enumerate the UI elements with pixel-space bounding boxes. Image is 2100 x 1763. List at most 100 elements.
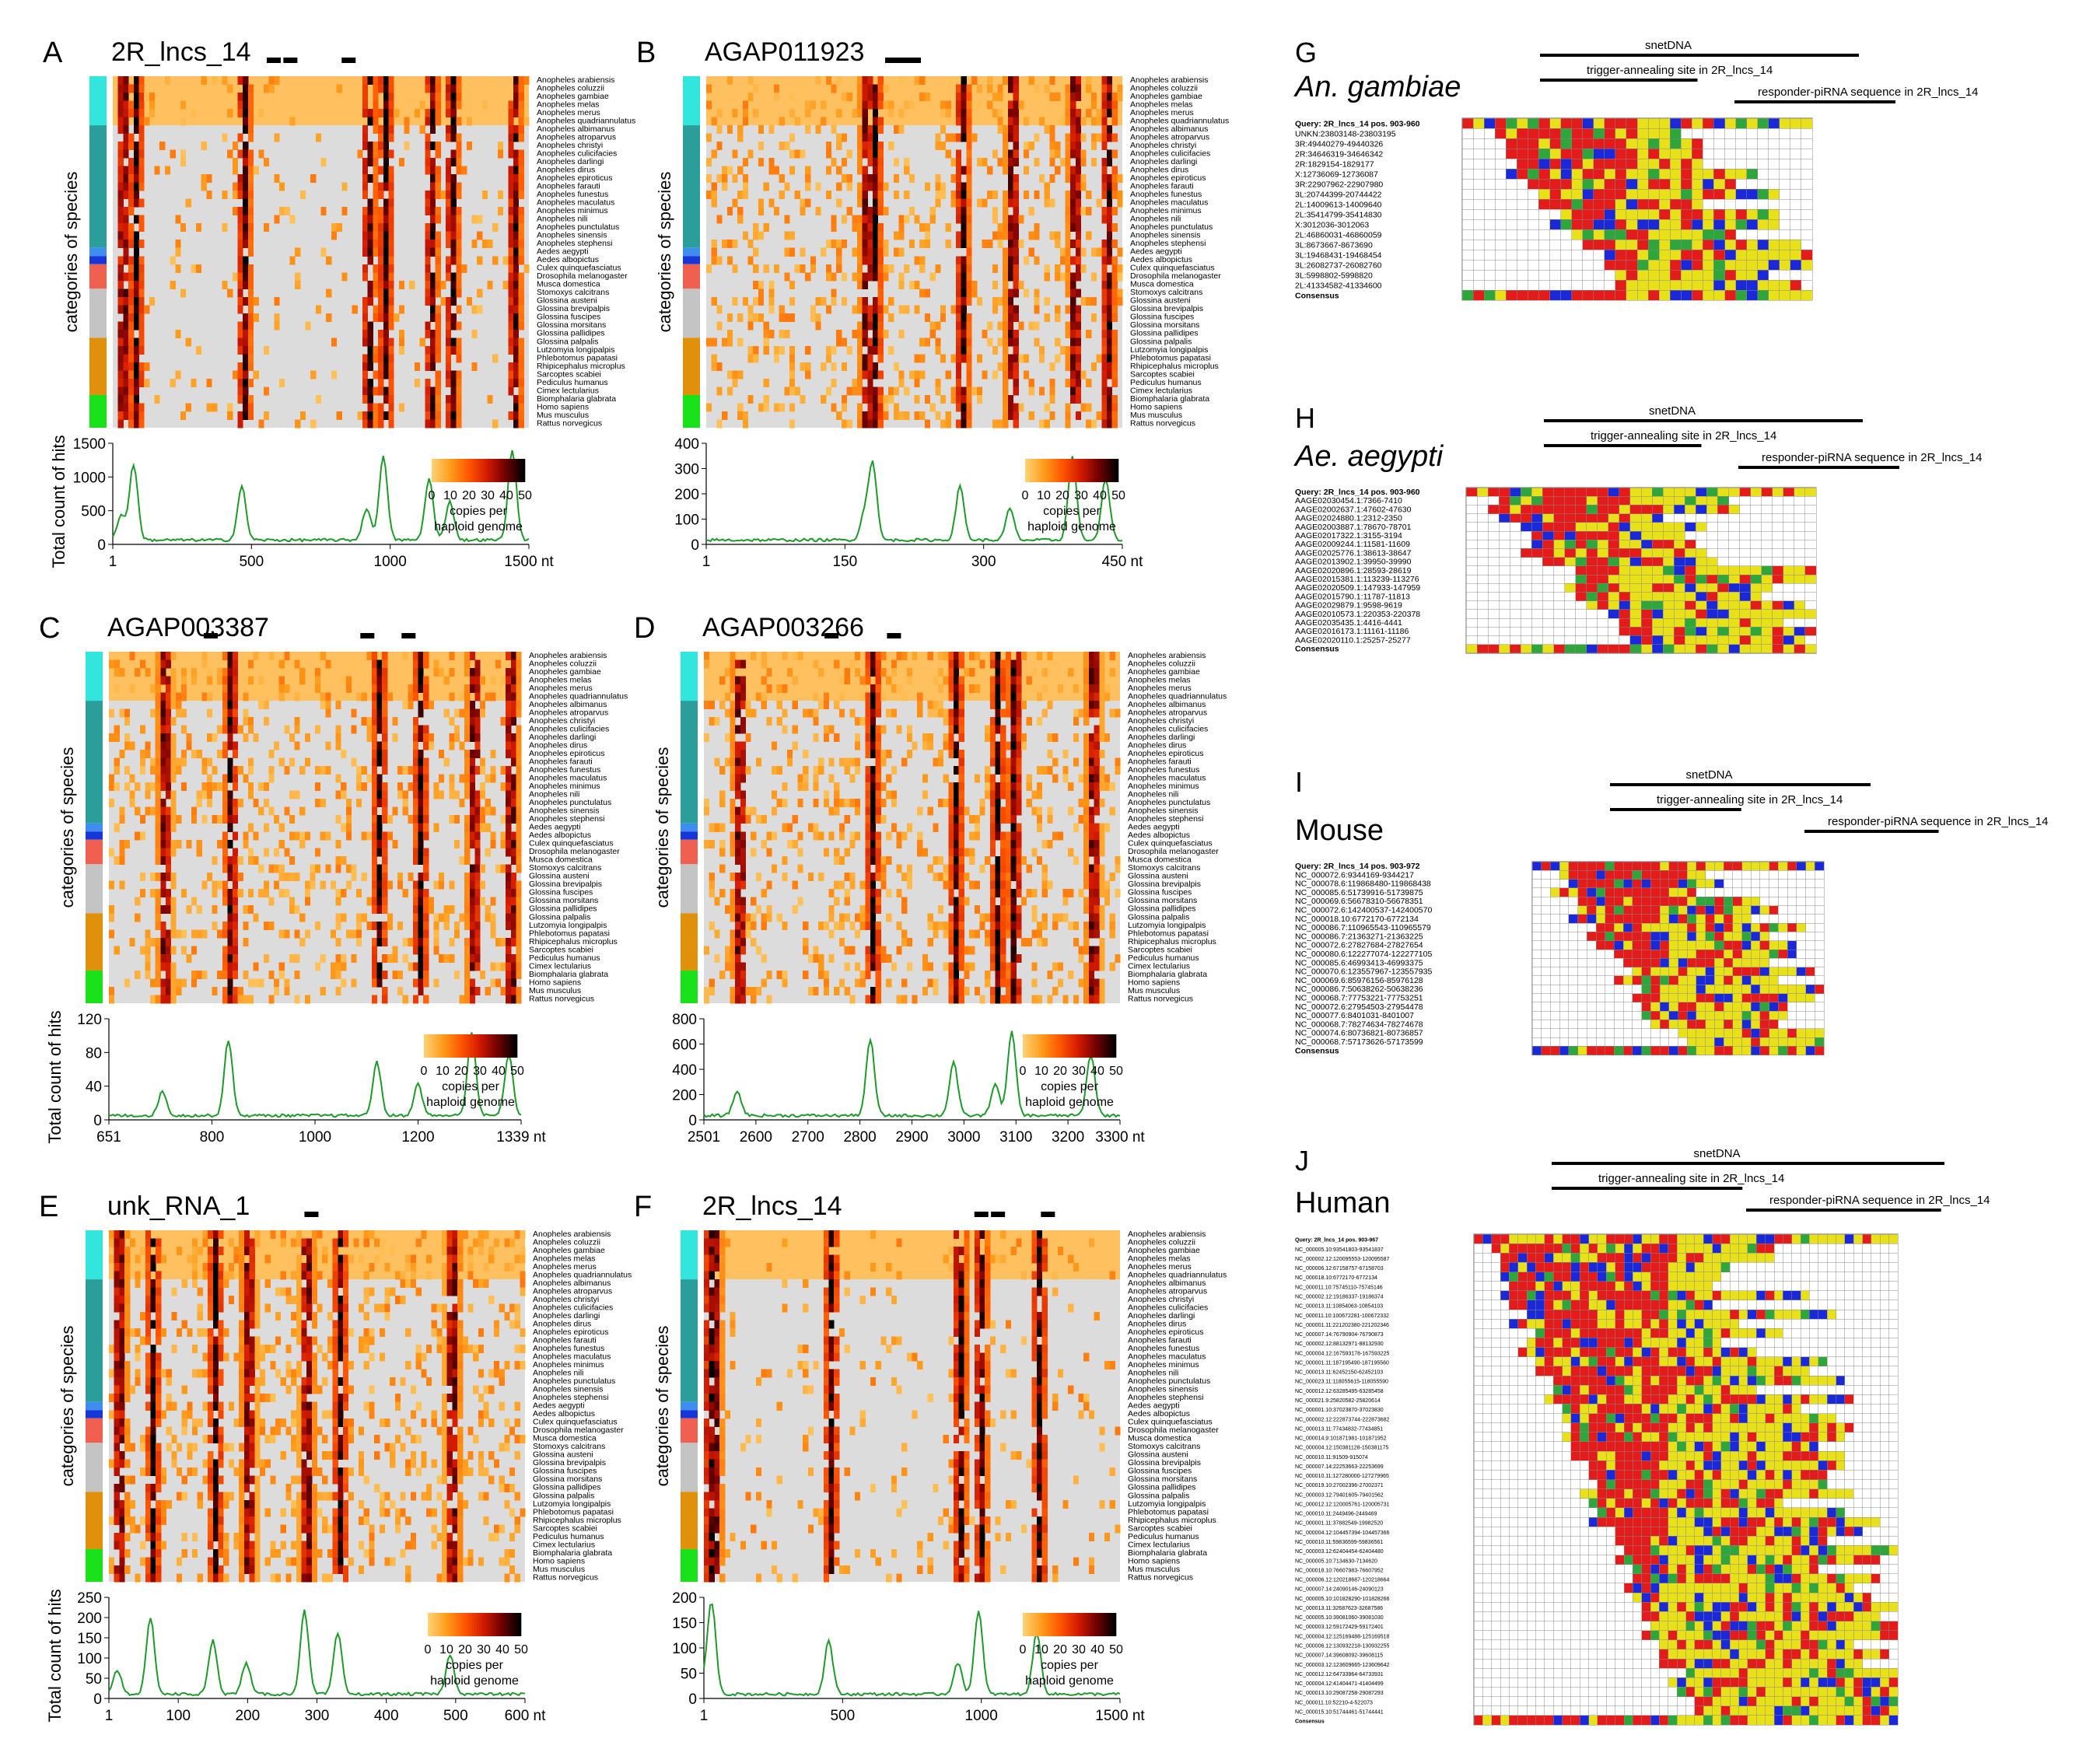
heat-cell [990,717,996,726]
heat-cell [519,354,524,362]
heat-cell [990,758,996,767]
heat-cell [423,897,429,905]
heat-cell [373,207,378,215]
heat-cell [128,321,134,330]
heat-cell [891,824,897,832]
heat-cell [248,248,254,257]
heat-cell [839,913,845,922]
heat-cell [508,191,513,199]
heat-cell [222,815,228,824]
heat-cell [746,733,751,742]
heat-cell [227,733,233,742]
heat-cell [1011,987,1017,995]
heat-cell [128,305,134,313]
heat-cell [238,281,243,289]
heat-cell [863,93,868,101]
heat-cell [1101,191,1107,199]
heat-cell [470,815,475,824]
heat-cell [873,264,878,273]
heat-cell [480,791,485,799]
heat-cell [430,117,436,126]
heat-cell [1060,117,1066,126]
heat-cell [140,873,145,881]
heat-cell [446,199,451,208]
heat-cell [351,709,356,718]
heat-cell [160,726,166,734]
heat-cell [315,677,320,685]
heat-cell [222,791,228,799]
heat-cell [399,305,404,313]
heat-cell [930,207,936,215]
heat-cell [959,831,964,840]
heat-cell [735,880,740,889]
heat-cell [506,668,511,677]
heat-cell [243,215,248,224]
heat-cell [938,905,943,914]
heat-cell [320,831,326,840]
heat-cell [233,782,238,791]
heat-cell [490,831,495,840]
heat-cell [474,889,480,897]
heat-cell [377,971,383,979]
heat-cell [456,223,461,232]
heat-cell [901,929,907,938]
heat-cell [464,766,470,775]
heat-cell [751,922,756,930]
heat-cell [264,799,269,807]
heat-cell [1024,191,1029,199]
heat-cell [904,101,909,110]
heat-cell [397,766,403,775]
heat-cell [118,215,124,224]
heat-cell [842,272,847,281]
heat-cell [373,142,378,150]
heat-cell [128,240,134,248]
heat-cell [1011,766,1017,775]
heat-cell [1011,807,1017,816]
colorbar-step [490,459,492,482]
heat-cell [782,726,787,734]
heat-cell [779,174,785,183]
heat-cell [325,766,331,775]
heat-cell [969,946,975,954]
colorbar-step [450,459,453,482]
colorbar-caption: copies per [1043,505,1101,518]
heat-cell [123,134,128,142]
heat-cell [248,232,254,240]
heat-cell [950,134,956,142]
heat-cell [1034,223,1039,232]
heat-cell [346,880,352,889]
heat-cell [413,807,418,816]
heat-cell [855,758,860,767]
heat-cell [1086,85,1091,93]
heat-cell [362,305,368,313]
heat-cell [784,142,789,150]
heat-cell [1013,150,1019,159]
heat-cell [451,297,457,306]
heat-cell [451,338,457,346]
heat-cell [299,677,305,685]
heat-cell [181,693,187,701]
heat-cell [418,971,424,979]
heat-cell [1112,338,1118,346]
heat-cell [1011,897,1017,905]
heat-cell [1107,297,1112,306]
heat-cell [430,166,436,175]
heat-cell [372,726,377,734]
heat-cell [954,880,959,889]
heat-cell [166,742,171,750]
heat-cell [420,338,425,346]
heat-cell [956,354,961,362]
heat-cell [383,207,389,215]
colorbar-step [487,1034,489,1058]
heat-cell [1008,248,1013,257]
heat-cell [248,191,254,199]
heat-cell [372,807,377,816]
heat-cell [870,799,876,807]
heat-cell [114,733,120,742]
heat-cell [979,807,985,816]
heat-cell [740,807,746,816]
heat-cell [425,76,430,85]
category-strip [86,840,103,865]
heat-cell [1000,864,1006,873]
heat-cell [1112,223,1118,232]
